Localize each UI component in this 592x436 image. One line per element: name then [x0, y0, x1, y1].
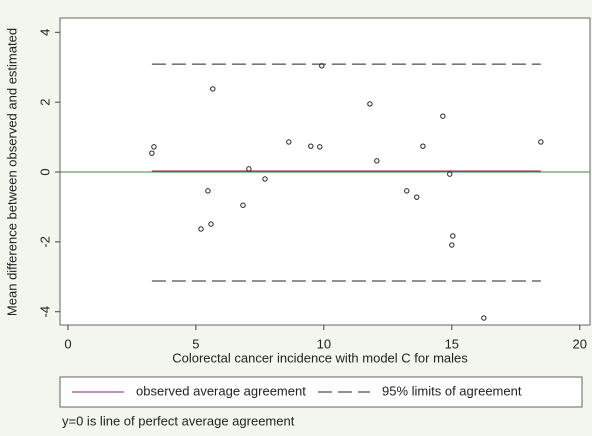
point	[414, 194, 420, 200]
x-tick-label: 20	[573, 336, 587, 351]
legend-label: observed average agreement	[136, 383, 306, 398]
point	[317, 144, 323, 150]
x-tick-label: 10	[317, 336, 331, 351]
plot-area	[59, 17, 591, 326]
y-tick-label: -2	[37, 236, 52, 248]
point	[308, 143, 314, 149]
point	[286, 139, 292, 145]
y-tick-label: 0	[37, 168, 52, 175]
x-tick-label: 15	[445, 336, 459, 351]
x-tick-label: 5	[192, 336, 199, 351]
point	[449, 242, 455, 248]
point	[149, 150, 155, 156]
point	[319, 63, 325, 69]
y-tick-label: 4	[37, 29, 52, 36]
point	[198, 226, 204, 232]
point	[151, 144, 157, 150]
point	[246, 166, 252, 172]
y-axis-title: Mean difference between observed and est…	[4, 28, 19, 316]
point	[262, 176, 268, 182]
point	[440, 113, 446, 119]
point	[420, 143, 426, 149]
y-tick-label: 2	[37, 99, 52, 106]
point	[481, 315, 487, 321]
point	[404, 188, 410, 194]
y-tick-label: -4	[37, 306, 52, 318]
point	[367, 101, 373, 107]
x-tick-label: 0	[64, 336, 71, 351]
point	[374, 158, 380, 164]
point	[240, 202, 246, 208]
point	[210, 86, 216, 92]
point	[447, 171, 453, 177]
point	[205, 188, 211, 194]
point	[450, 233, 456, 239]
point	[208, 221, 214, 227]
note: y=0 is line of perfect average agreement	[62, 413, 295, 428]
x-axis-title: Colorectal cancer incidence with model C…	[172, 350, 468, 365]
legend-label: 95% limits of agreement	[382, 383, 522, 398]
point	[538, 139, 544, 145]
